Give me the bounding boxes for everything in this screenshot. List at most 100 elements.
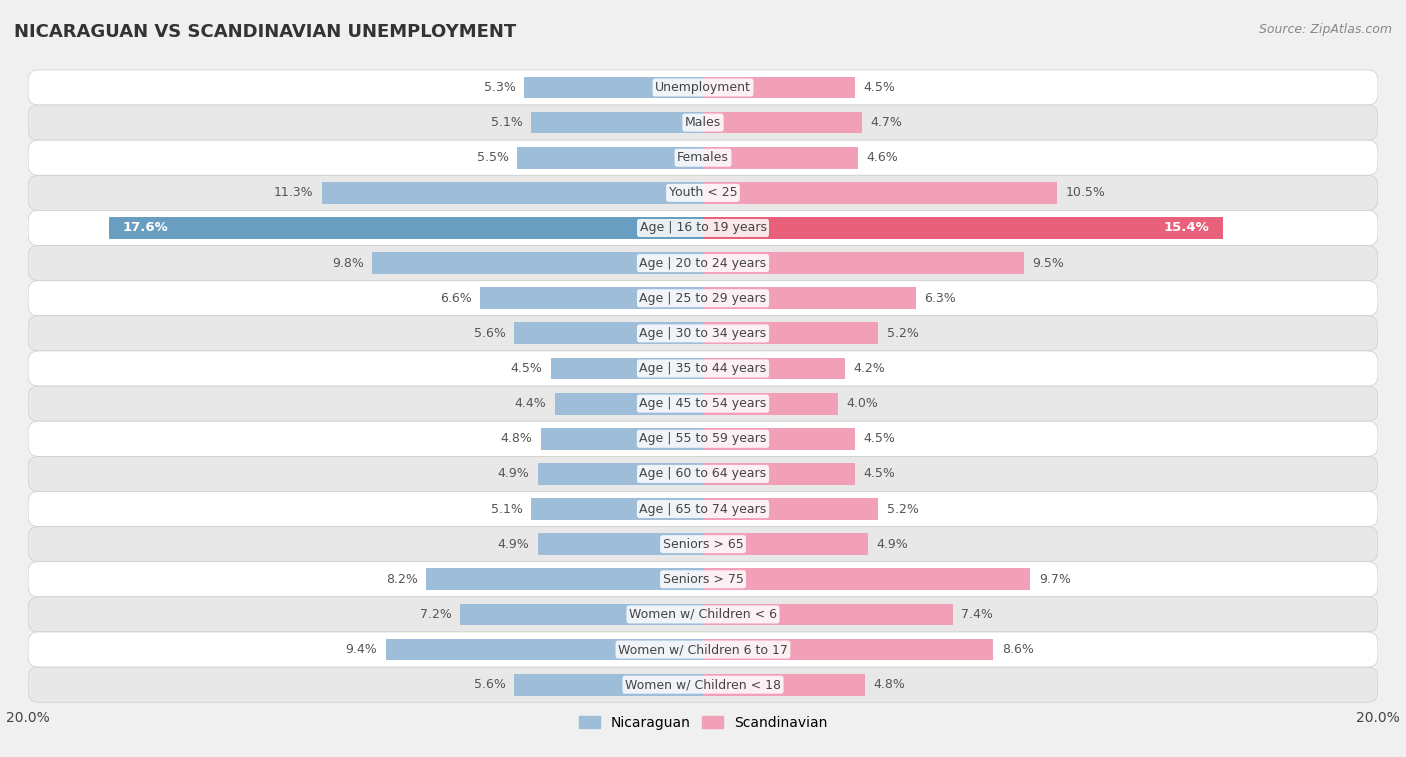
Text: 4.4%: 4.4% — [515, 397, 546, 410]
Bar — [322, 182, 703, 204]
FancyBboxPatch shape — [28, 245, 1378, 281]
Text: 11.3%: 11.3% — [274, 186, 314, 199]
Bar — [703, 112, 862, 133]
FancyBboxPatch shape — [28, 386, 1378, 421]
Bar — [515, 674, 703, 696]
Text: Age | 35 to 44 years: Age | 35 to 44 years — [640, 362, 766, 375]
Bar — [554, 393, 703, 415]
Text: 4.8%: 4.8% — [873, 678, 905, 691]
FancyBboxPatch shape — [28, 527, 1378, 562]
Bar — [703, 393, 838, 415]
Text: Youth < 25: Youth < 25 — [669, 186, 737, 199]
Bar — [531, 112, 703, 133]
Bar — [703, 147, 858, 169]
Text: Women w/ Children 6 to 17: Women w/ Children 6 to 17 — [619, 643, 787, 656]
Text: 9.7%: 9.7% — [1039, 573, 1070, 586]
Text: Source: ZipAtlas.com: Source: ZipAtlas.com — [1258, 23, 1392, 36]
Text: 7.2%: 7.2% — [420, 608, 451, 621]
Text: Age | 65 to 74 years: Age | 65 to 74 years — [640, 503, 766, 516]
Text: Seniors > 75: Seniors > 75 — [662, 573, 744, 586]
Text: Women w/ Children < 6: Women w/ Children < 6 — [628, 608, 778, 621]
Bar — [703, 182, 1057, 204]
FancyBboxPatch shape — [28, 421, 1378, 456]
Text: Age | 30 to 34 years: Age | 30 to 34 years — [640, 327, 766, 340]
Text: 4.0%: 4.0% — [846, 397, 879, 410]
FancyBboxPatch shape — [28, 491, 1378, 527]
Text: Age | 20 to 24 years: Age | 20 to 24 years — [640, 257, 766, 269]
Bar — [551, 357, 703, 379]
FancyBboxPatch shape — [28, 70, 1378, 105]
Bar — [110, 217, 703, 239]
Bar — [703, 217, 1223, 239]
Text: 4.5%: 4.5% — [863, 432, 896, 445]
FancyBboxPatch shape — [28, 351, 1378, 386]
Text: 5.3%: 5.3% — [484, 81, 516, 94]
FancyBboxPatch shape — [28, 632, 1378, 667]
Bar — [537, 533, 703, 555]
Bar — [537, 463, 703, 484]
Legend: Nicaraguan, Scandinavian: Nicaraguan, Scandinavian — [574, 710, 832, 735]
Text: 4.5%: 4.5% — [863, 81, 896, 94]
Text: 4.8%: 4.8% — [501, 432, 533, 445]
Text: 5.2%: 5.2% — [887, 503, 918, 516]
Text: 4.9%: 4.9% — [498, 537, 529, 550]
Bar — [703, 322, 879, 344]
Text: 4.2%: 4.2% — [853, 362, 884, 375]
Text: 5.1%: 5.1% — [491, 116, 523, 129]
FancyBboxPatch shape — [28, 316, 1378, 351]
Bar — [481, 288, 703, 309]
Bar — [703, 357, 845, 379]
Bar — [524, 76, 703, 98]
Text: 5.1%: 5.1% — [491, 503, 523, 516]
Bar — [385, 639, 703, 660]
Bar — [703, 76, 855, 98]
Text: 5.6%: 5.6% — [474, 678, 506, 691]
FancyBboxPatch shape — [28, 667, 1378, 702]
Bar — [515, 322, 703, 344]
Text: 6.6%: 6.6% — [440, 291, 472, 305]
Bar — [703, 603, 953, 625]
Text: 5.5%: 5.5% — [477, 151, 509, 164]
Text: 5.6%: 5.6% — [474, 327, 506, 340]
Bar — [703, 288, 915, 309]
Bar — [517, 147, 703, 169]
Text: Females: Females — [678, 151, 728, 164]
Bar — [373, 252, 703, 274]
Bar — [703, 498, 879, 520]
Text: 8.6%: 8.6% — [1001, 643, 1033, 656]
FancyBboxPatch shape — [28, 456, 1378, 491]
Bar — [531, 498, 703, 520]
Text: Women w/ Children < 18: Women w/ Children < 18 — [626, 678, 780, 691]
Text: 9.4%: 9.4% — [346, 643, 377, 656]
Text: Age | 45 to 54 years: Age | 45 to 54 years — [640, 397, 766, 410]
FancyBboxPatch shape — [28, 562, 1378, 597]
Text: 9.5%: 9.5% — [1032, 257, 1064, 269]
Text: 4.9%: 4.9% — [498, 467, 529, 481]
Bar — [703, 463, 855, 484]
Text: Age | 16 to 19 years: Age | 16 to 19 years — [640, 222, 766, 235]
Text: 15.4%: 15.4% — [1163, 222, 1209, 235]
FancyBboxPatch shape — [28, 140, 1378, 176]
FancyBboxPatch shape — [28, 210, 1378, 245]
Bar — [426, 569, 703, 590]
Text: Age | 25 to 29 years: Age | 25 to 29 years — [640, 291, 766, 305]
FancyBboxPatch shape — [28, 176, 1378, 210]
Bar — [703, 533, 869, 555]
Bar — [703, 569, 1031, 590]
Text: Seniors > 65: Seniors > 65 — [662, 537, 744, 550]
Text: 4.9%: 4.9% — [877, 537, 908, 550]
Text: Age | 60 to 64 years: Age | 60 to 64 years — [640, 467, 766, 481]
Text: 8.2%: 8.2% — [387, 573, 418, 586]
Text: 17.6%: 17.6% — [122, 222, 169, 235]
FancyBboxPatch shape — [28, 597, 1378, 632]
Bar — [703, 252, 1024, 274]
Text: Age | 55 to 59 years: Age | 55 to 59 years — [640, 432, 766, 445]
Bar — [541, 428, 703, 450]
Bar — [703, 428, 855, 450]
Text: 9.8%: 9.8% — [332, 257, 364, 269]
Text: 4.5%: 4.5% — [510, 362, 543, 375]
Text: 5.2%: 5.2% — [887, 327, 918, 340]
Bar — [703, 639, 993, 660]
Bar — [703, 674, 865, 696]
Text: 4.5%: 4.5% — [863, 467, 896, 481]
